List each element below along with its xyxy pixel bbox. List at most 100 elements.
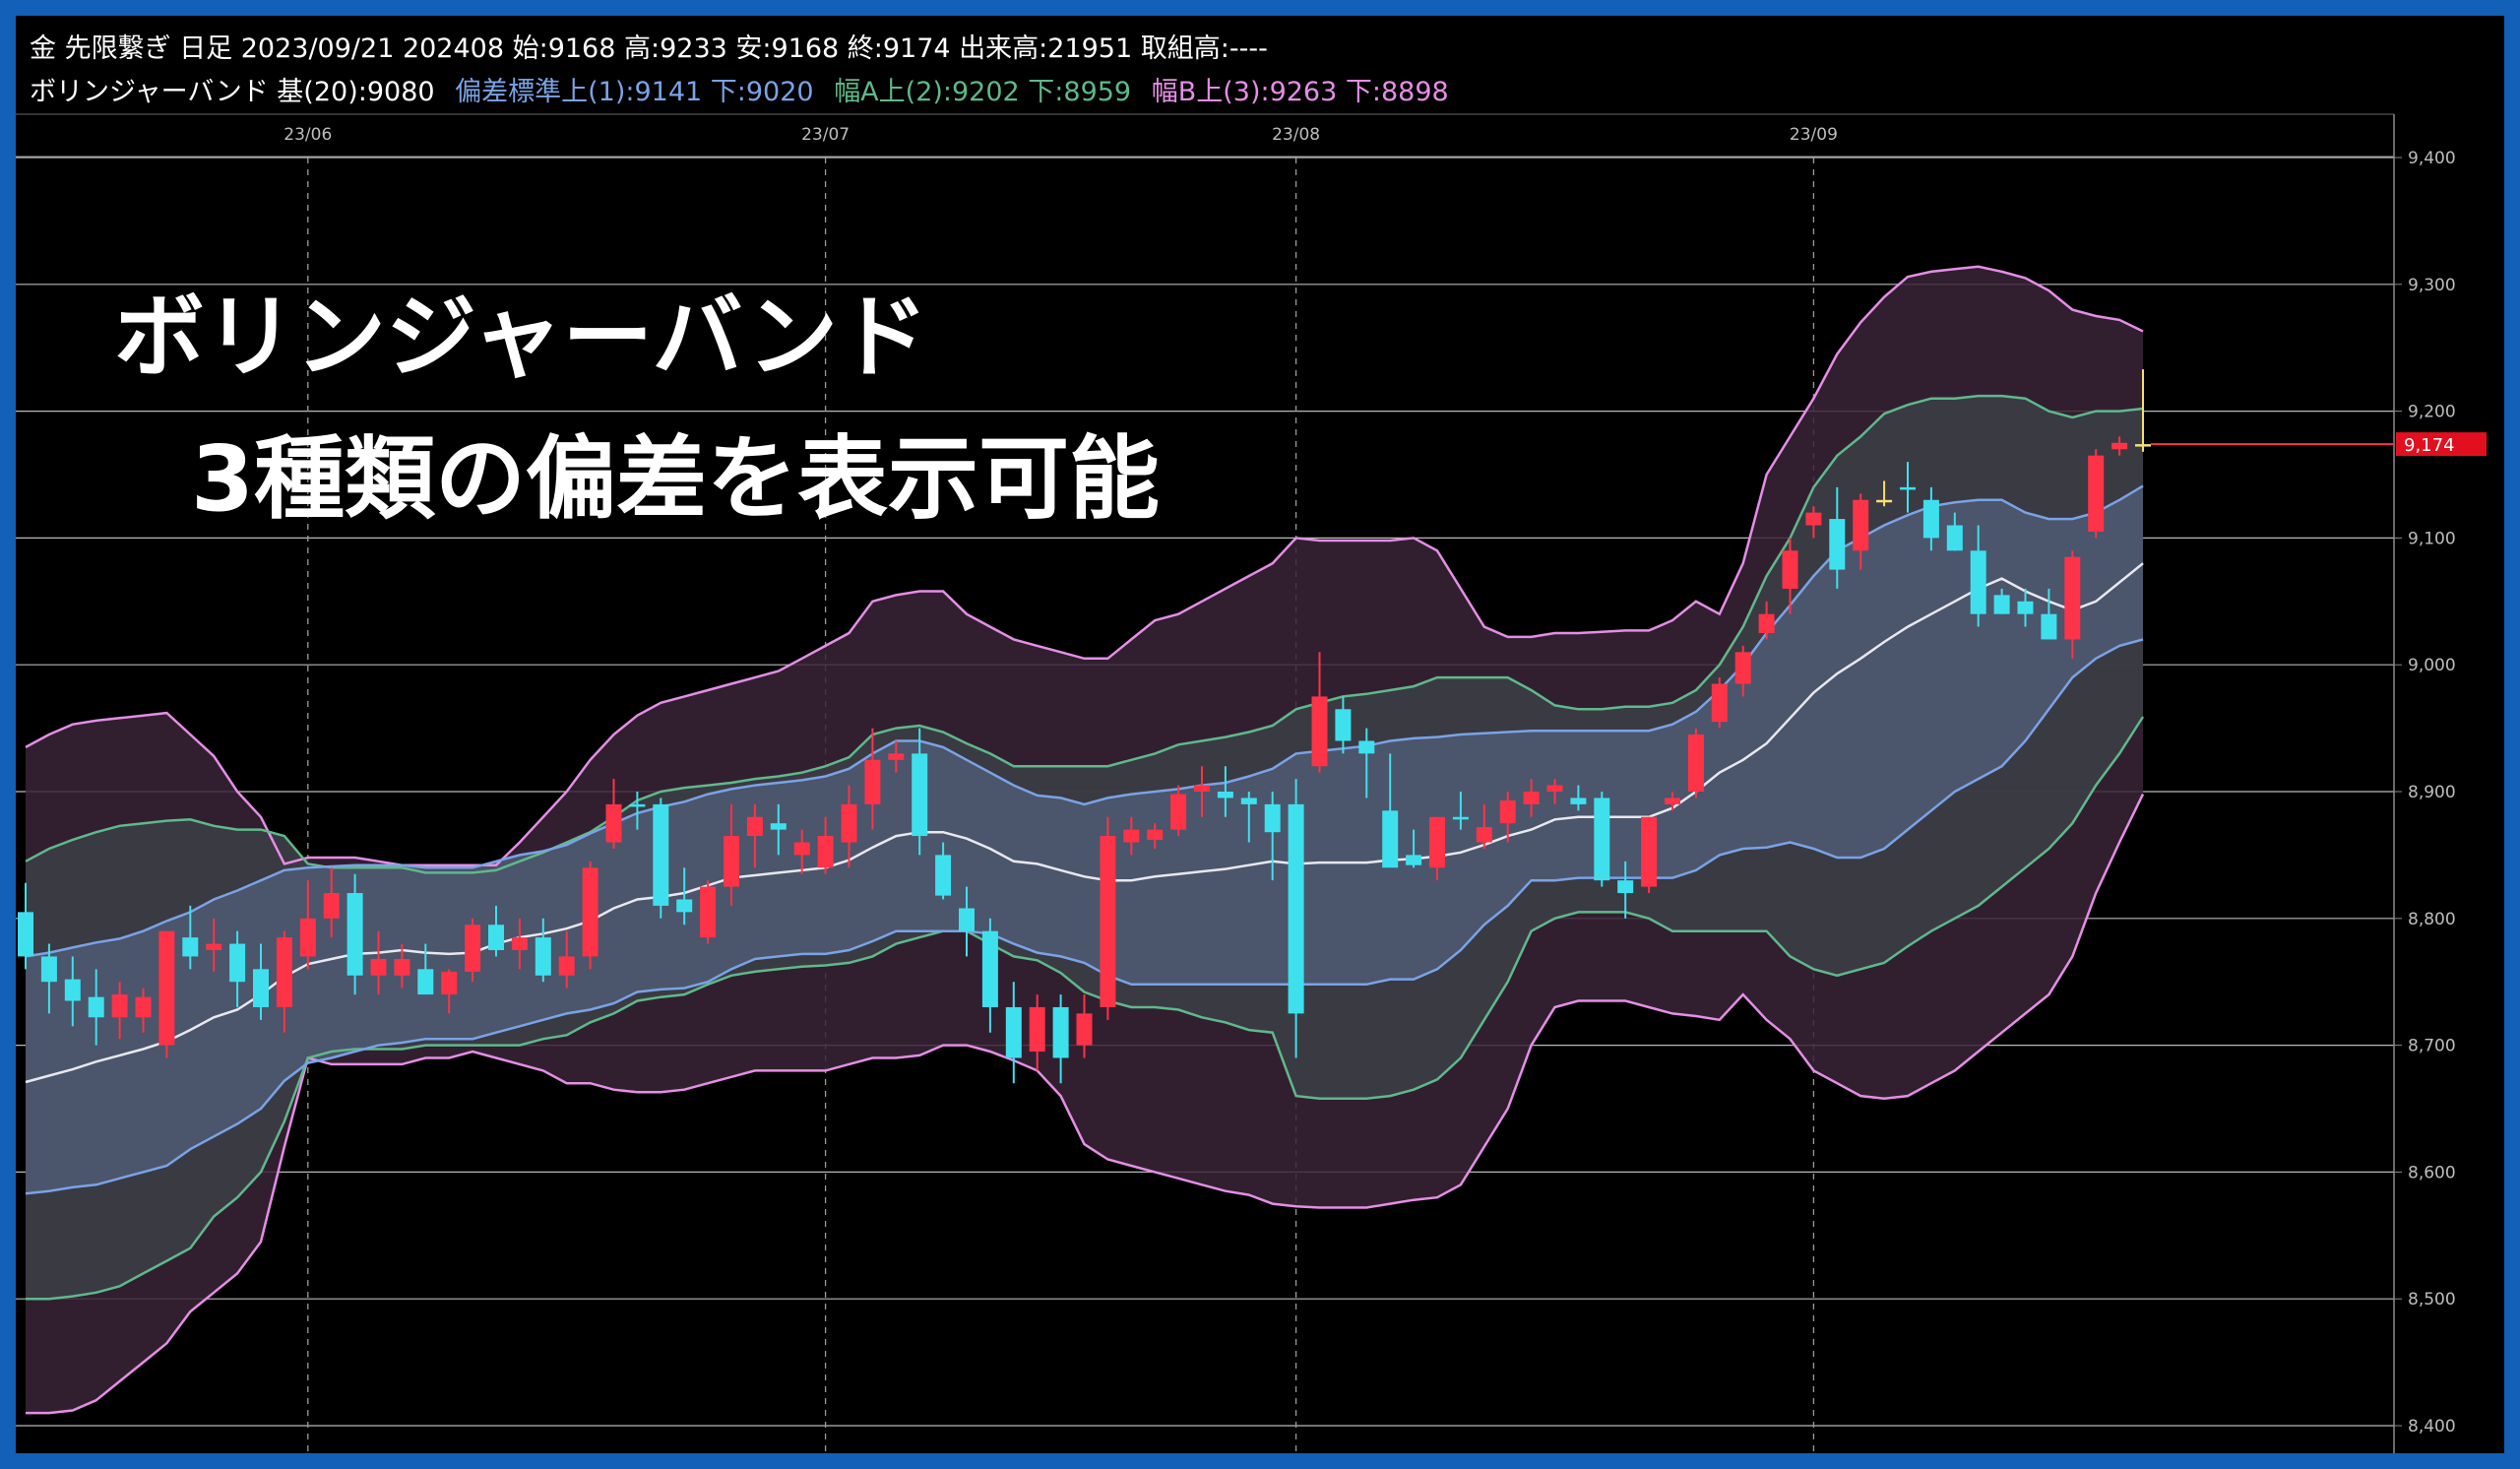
candle [1335,696,1352,754]
candle-body [1170,794,1187,830]
candle [1123,816,1140,856]
candle [793,829,810,874]
candle-body [394,959,410,976]
candle [1076,994,1093,1058]
candle-body [724,836,739,887]
last-price-marker: 9,174 [2151,432,2487,457]
candle [1853,493,1869,570]
candle [724,803,739,906]
candle [1429,816,1445,881]
candle-body [111,994,128,1018]
candle [959,886,975,957]
candle [370,930,387,995]
candle [582,861,598,970]
candle-body [912,753,928,837]
header-sigma1-value: 偏差標準上(1):9141 下:9020 [455,77,813,107]
candle [1641,816,1658,894]
candle [1029,994,1045,1071]
candle [605,779,622,849]
candle-body [1617,880,1634,894]
candle-body [629,803,646,807]
candle [817,816,834,874]
candle-body [558,956,575,976]
price-label-9000: 9,000 [2408,656,2456,675]
candle-body [135,996,152,1018]
candle [1922,486,1939,551]
candle [2064,550,2081,659]
candle-body [2064,556,2081,640]
candle [1570,785,1587,811]
candle-body [465,925,481,972]
candle-body [888,753,905,760]
candle [1382,753,1399,868]
candle [1240,792,1257,843]
candle [40,943,57,1014]
price-label-8800: 8,800 [2408,910,2456,929]
candle [182,905,199,970]
bollinger-chart[interactable]: 金 先限繋ぎ 日足 2023/09/21 202408 始:9168 高:923… [16,16,2504,1453]
sigma2-lower-line [26,716,2145,1301]
price-axis-labels: 8,400 8,500 8,600 8,700 8,800 8,900 9,000 9,100… [2394,149,2456,1437]
candle [1264,792,1281,881]
candle-body [1805,512,1822,526]
candle-body [1523,792,1540,804]
vertical-grid [307,158,1815,1453]
candles-layer [18,369,2151,1084]
candle [700,880,717,944]
candle-body [1311,696,1328,767]
candle [229,930,246,1007]
candle-body [1147,829,1164,840]
candle [346,873,363,995]
candle [1970,525,1986,627]
candle [1523,779,1540,817]
candle-body [2017,601,2034,614]
candle-body [346,893,363,976]
candle [394,943,410,989]
candle [2135,369,2151,452]
candle-body [1970,550,1986,614]
candle-body [535,937,551,976]
price-label-9300: 9,300 [2408,276,2456,295]
candle-body [1641,816,1658,887]
candle [18,882,33,970]
candle-body [1758,613,1775,633]
candle-body [700,886,717,938]
candle-body [253,969,269,1007]
candle-body [1429,816,1445,868]
candle-body [653,803,669,906]
candle-body [1123,829,1140,843]
candle [1217,766,1233,817]
candle [841,785,857,868]
candle [1147,823,1164,849]
candle [1311,652,1328,773]
candle-body [1288,803,1304,1014]
candle-body [1782,550,1798,589]
candle [981,918,998,1033]
candle-body [676,899,693,913]
candle [465,918,481,983]
candle-body [276,937,292,1007]
sigma3-upper-line [25,265,2144,866]
candle [1100,816,1116,1020]
candle [629,792,646,830]
header-sigma3-value: 幅B上(3):9263 下:8898 [1152,77,1449,107]
header-line-1: 金 先限繋ぎ 日足 2023/09/21 202408 始:9168 高:923… [30,33,1268,64]
candle [1993,588,2010,614]
candle [1288,779,1304,1058]
candle [1499,792,1516,843]
candle [2017,588,2034,627]
candle [158,930,175,1058]
candle-body [1594,798,1610,881]
last-price-badge [2396,432,2487,457]
candle-body [582,867,598,957]
candle-body [1922,499,1939,539]
candle [511,918,528,970]
candle [2088,449,2105,539]
candle-body [1076,1013,1093,1046]
candle-body [88,996,104,1018]
candle-body [1476,827,1492,843]
candle-body [182,937,199,957]
candle [299,880,316,970]
overlay-title: ボリンジャーバンド [114,285,928,390]
candle-body [1734,652,1751,684]
